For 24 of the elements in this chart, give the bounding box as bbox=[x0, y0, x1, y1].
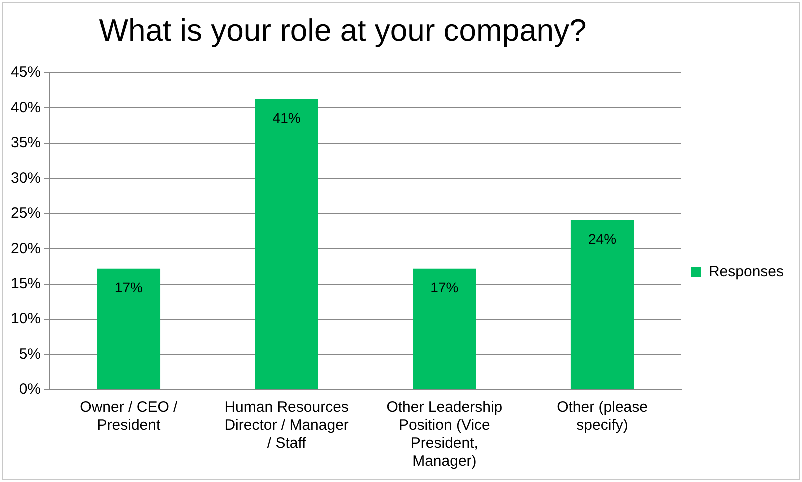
x-tick-label: Other Leadership Position (Vice President, Manager) bbox=[386, 399, 503, 470]
chart-title: What is your role at your company? bbox=[98, 13, 588, 49]
y-tick-label: 20% bbox=[10, 240, 42, 258]
x-tick-label: Human Resources Director / Manager / Staff bbox=[224, 399, 349, 452]
legend-label: Responses bbox=[708, 264, 784, 281]
y-tick-label: 15% bbox=[10, 275, 42, 292]
y-tick-label: 30% bbox=[10, 170, 42, 187]
data-label: 17% bbox=[114, 280, 143, 296]
y-tick-label: 40% bbox=[10, 99, 42, 116]
y-tick-label: 0% bbox=[19, 381, 42, 398]
bar bbox=[570, 220, 634, 390]
x-tick-label: Other (please specify) bbox=[557, 399, 648, 434]
data-label: 17% bbox=[430, 280, 459, 296]
y-tick-label: 35% bbox=[10, 134, 42, 152]
y-tick-label: 10% bbox=[10, 310, 42, 328]
bar bbox=[97, 268, 161, 390]
y-tick-label: 45% bbox=[10, 64, 42, 82]
bar bbox=[255, 99, 318, 390]
y-tick-label: 25% bbox=[10, 205, 42, 222]
bar bbox=[413, 268, 476, 390]
data-label: 41% bbox=[272, 110, 301, 126]
data-label: 24% bbox=[588, 231, 617, 248]
y-tick-label: 5% bbox=[19, 346, 42, 363]
x-tick-label: Owner / CEO / President bbox=[80, 399, 179, 434]
